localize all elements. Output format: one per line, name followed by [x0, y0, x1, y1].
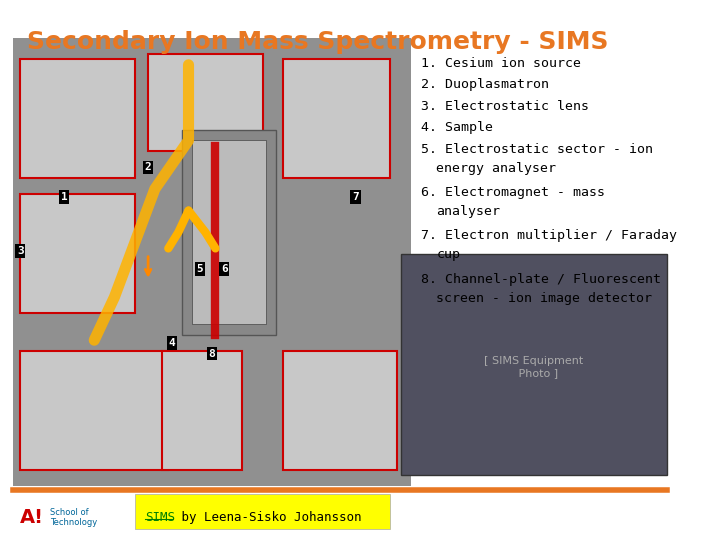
- FancyBboxPatch shape: [20, 194, 135, 313]
- FancyBboxPatch shape: [283, 351, 397, 470]
- Text: 7. Electron multiplier / Faraday: 7. Electron multiplier / Faraday: [420, 230, 677, 242]
- Text: 8: 8: [209, 349, 215, 359]
- Text: 2: 2: [145, 163, 151, 172]
- FancyBboxPatch shape: [283, 59, 390, 178]
- Text: screen - ion image detector: screen - ion image detector: [436, 292, 652, 305]
- Text: by Leena-Sisko Johansson: by Leena-Sisko Johansson: [174, 511, 361, 524]
- Text: analyser: analyser: [436, 205, 500, 218]
- FancyBboxPatch shape: [135, 494, 390, 529]
- Text: 7: 7: [352, 192, 359, 202]
- Text: 5: 5: [197, 264, 203, 274]
- Text: 5. Electrostatic sector - ion: 5. Electrostatic sector - ion: [420, 143, 653, 156]
- Text: Secondary Ion Mass Spectrometry - SIMS: Secondary Ion Mass Spectrometry - SIMS: [27, 30, 608, 53]
- FancyBboxPatch shape: [400, 254, 667, 475]
- Text: 4. Sample: 4. Sample: [420, 122, 492, 134]
- Text: 3: 3: [17, 246, 24, 256]
- FancyBboxPatch shape: [20, 351, 168, 470]
- FancyBboxPatch shape: [20, 59, 135, 178]
- FancyBboxPatch shape: [14, 38, 410, 486]
- FancyBboxPatch shape: [181, 130, 276, 335]
- Text: 2. Duoplasmatron: 2. Duoplasmatron: [420, 78, 549, 91]
- FancyBboxPatch shape: [192, 140, 266, 324]
- Text: [ SIMS Equipment
   Photo ]: [ SIMS Equipment Photo ]: [484, 356, 582, 378]
- Text: 6. Electromagnet - mass: 6. Electromagnet - mass: [420, 186, 605, 199]
- Text: School of
Technology: School of Technology: [50, 508, 98, 527]
- Text: cup: cup: [436, 248, 460, 261]
- Text: SIMS: SIMS: [145, 511, 175, 524]
- Text: 4: 4: [168, 338, 175, 348]
- Text: A!: A!: [20, 508, 44, 526]
- FancyBboxPatch shape: [148, 54, 263, 151]
- Text: 8. Channel-plate / Fluorescent: 8. Channel-plate / Fluorescent: [420, 273, 661, 286]
- Text: 3. Electrostatic lens: 3. Electrostatic lens: [420, 100, 589, 113]
- Text: 6: 6: [221, 264, 228, 274]
- Text: 1. Cesium ion source: 1. Cesium ion source: [420, 57, 581, 70]
- Text: 1: 1: [60, 192, 68, 202]
- Text: energy analyser: energy analyser: [436, 162, 557, 175]
- FancyBboxPatch shape: [161, 351, 243, 470]
